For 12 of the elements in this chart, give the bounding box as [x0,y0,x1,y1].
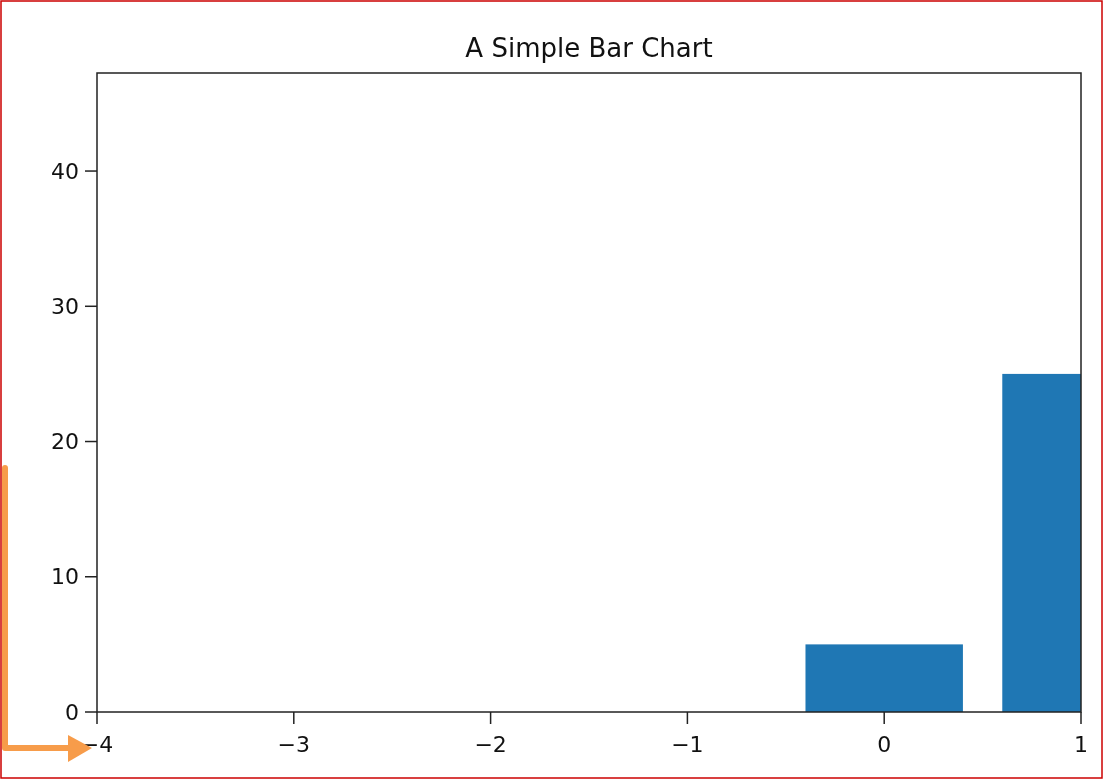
chart-title: A Simple Bar Chart [465,33,713,63]
x-tick-label: −1 [671,732,704,757]
x-tick-label: −4 [80,732,114,757]
x-tick-label: −2 [474,732,507,757]
y-tick-label: 10 [51,564,79,590]
y-tick-label: 40 [51,158,79,184]
y-tick-label: 30 [51,293,79,319]
x-tick-label: −3 [277,732,311,757]
x-tick-label: 0 [877,732,892,757]
y-tick-label: 20 [51,429,79,455]
x-tick-label: 1 [1074,732,1088,757]
y-tick-label: 0 [65,699,79,725]
